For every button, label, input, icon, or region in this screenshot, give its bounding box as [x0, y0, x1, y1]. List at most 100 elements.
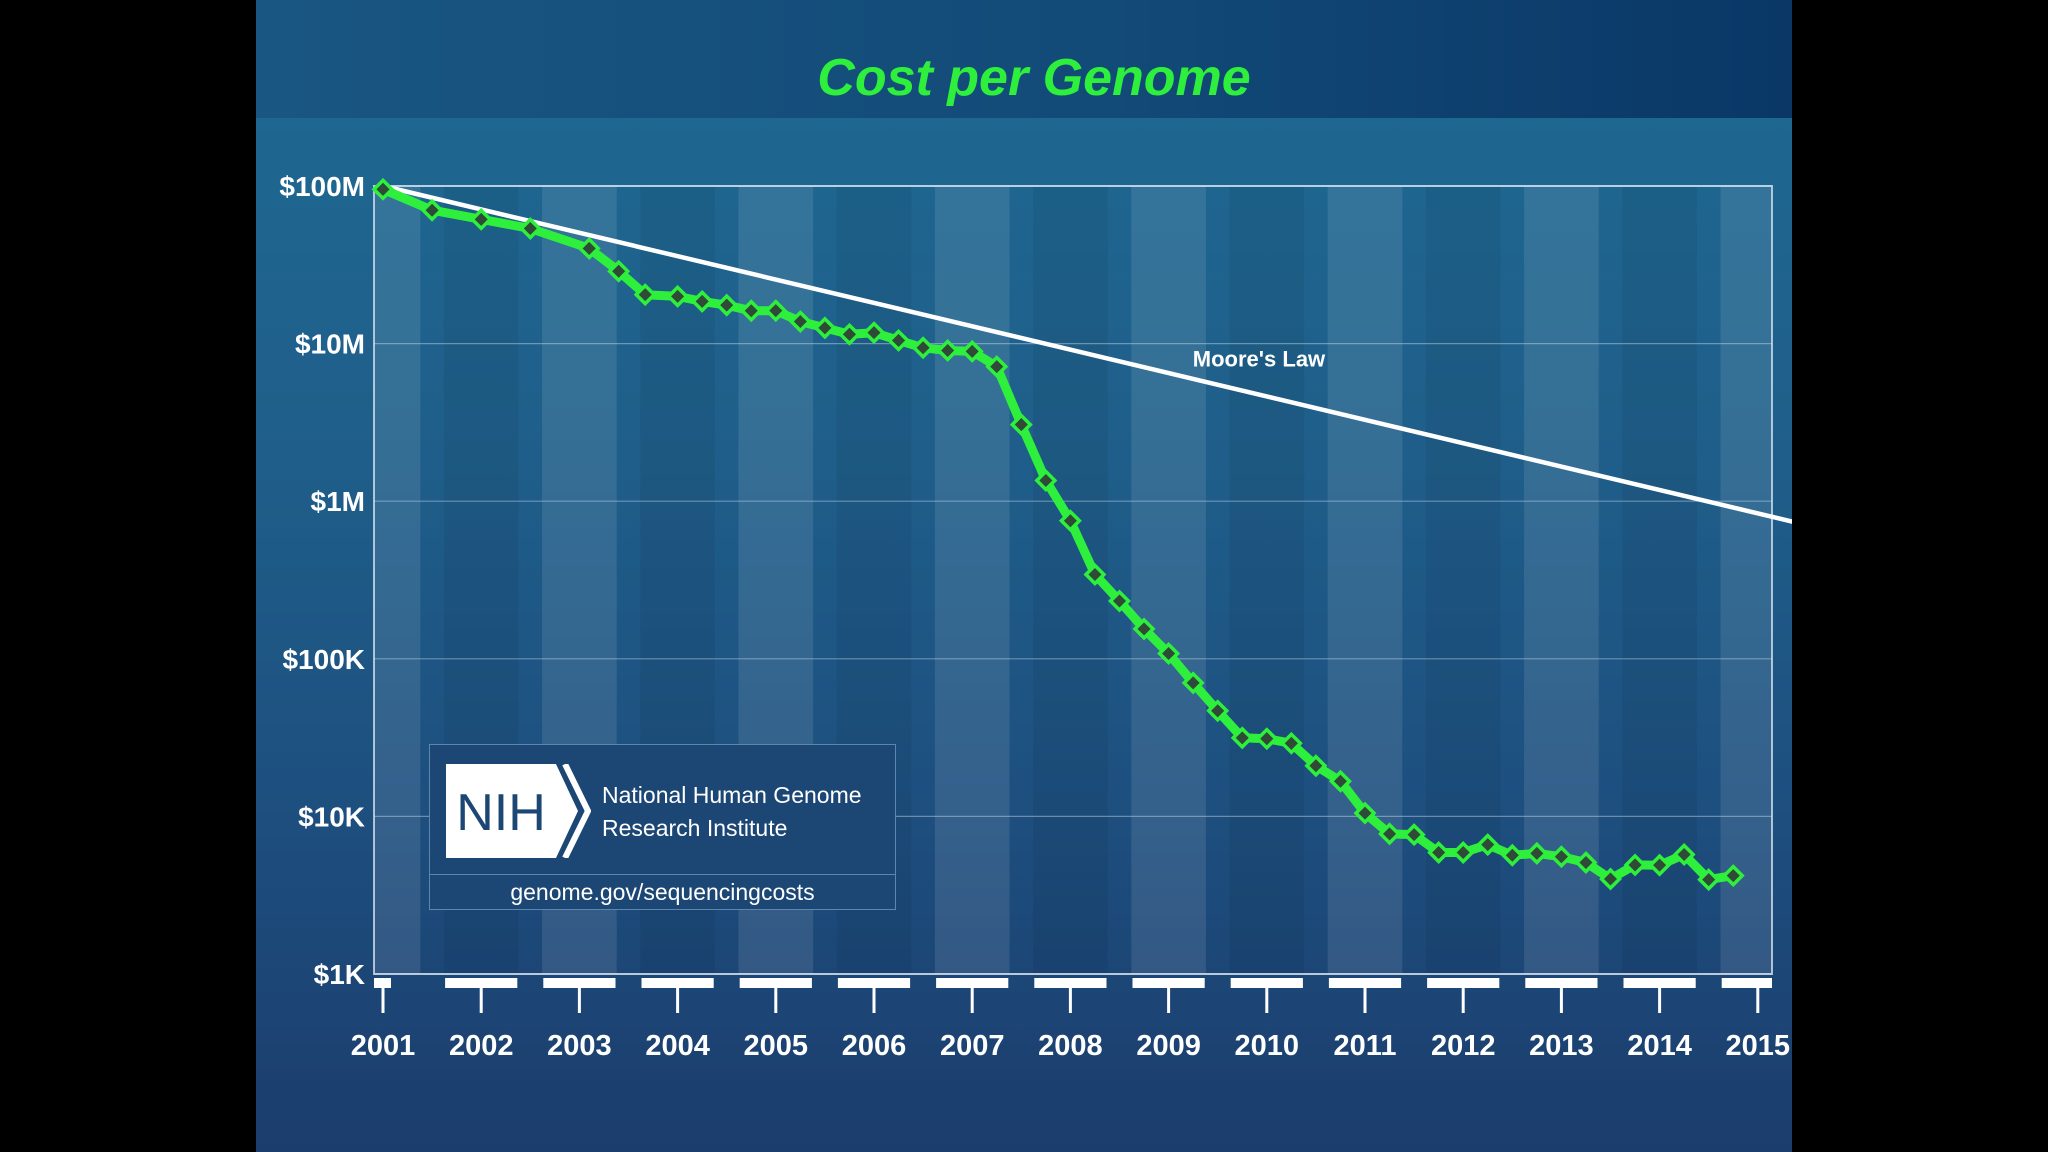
plot-band: [1327, 186, 1403, 974]
x-tick-label: 2011: [1334, 1030, 1397, 1062]
x-tick-label: 2007: [940, 1030, 1005, 1062]
cost-data-point: [1599, 867, 1622, 891]
y-tick-label: $10K: [298, 801, 365, 832]
x-axis-bar: [1328, 978, 1402, 988]
nih-logo-mark: NIH: [446, 764, 591, 858]
x-axis-bar: [1132, 978, 1205, 988]
x-axis-bar: [739, 978, 812, 988]
cost-data-point: [739, 299, 763, 323]
cost-data-point: [1623, 853, 1647, 877]
x-tick-label: 2006: [842, 1030, 907, 1062]
x-tick-label: 2014: [1627, 1030, 1692, 1062]
x-axis-bar: [1525, 978, 1598, 988]
cost-data-point: [469, 207, 493, 231]
y-tick-label: $1M: [311, 486, 365, 517]
cost-data-point: [1132, 617, 1156, 641]
cost-data-point: [1181, 671, 1205, 695]
x-tick-label: 2004: [645, 1030, 710, 1062]
x-tick-label: 2015: [1726, 1030, 1791, 1062]
x-axis-bar: [1721, 978, 1772, 988]
cost-data-point: [1402, 823, 1426, 847]
nih-logo-text: NIH: [456, 784, 546, 842]
cost-data-point: [577, 236, 601, 260]
x-axis-bar: [837, 978, 911, 988]
cost-data-point: [690, 289, 714, 313]
cost-data-point: [1206, 699, 1230, 723]
cost-data-point: [1230, 726, 1254, 750]
cost-data-point: [715, 293, 739, 317]
cost-data-point: [764, 299, 788, 323]
x-axis-bar: [1427, 978, 1500, 988]
y-tick-label: $10M: [295, 329, 365, 360]
plot-frame: [373, 185, 1773, 975]
plot-band: [1131, 186, 1206, 974]
nih-divider: [430, 874, 895, 875]
moores-law-line: [382, 183, 1792, 524]
x-axis-bar: [1623, 978, 1696, 988]
cost-data-point: [1255, 727, 1279, 751]
x-axis-bar: [1230, 978, 1303, 988]
x-axis-bar: [543, 978, 616, 988]
x-axis-bar: [374, 978, 391, 988]
cost-data-point: [1304, 754, 1328, 778]
y-tick-label: $100K: [282, 644, 365, 675]
x-axis-bar: [641, 978, 714, 988]
plot-band: [1622, 186, 1697, 974]
x-axis-bar: [936, 978, 1009, 988]
x-tick-label: 2003: [547, 1030, 612, 1062]
nih-institute-name: National Human Genome Research Institute: [602, 779, 862, 845]
x-tick-label: 2012: [1431, 1030, 1496, 1062]
x-tick-label: 2008: [1038, 1030, 1103, 1062]
cost-data-point: [1108, 589, 1131, 613]
sequencing-costs-url: genome.gov/sequencingcosts: [510, 879, 815, 905]
plot-band: [1720, 186, 1772, 974]
cost-data-point: [837, 322, 861, 346]
x-tick-label: 2001: [351, 1030, 416, 1062]
cost-data-point: [1672, 843, 1696, 866]
x-tick-label: 2013: [1529, 1030, 1594, 1062]
cost-data-point: [518, 217, 542, 240]
plot-band: [934, 186, 1010, 974]
cost-data-point: [1525, 841, 1549, 865]
cost-data-point: [936, 338, 960, 362]
cost-data-point: [666, 284, 690, 308]
cost-data-point: [607, 259, 631, 283]
x-tick-label: 2005: [744, 1030, 809, 1062]
cost-data-point: [1476, 833, 1500, 857]
cost-data-point: [911, 336, 935, 360]
chart-slide: Cost per Genome $100M $10M $1M $100K $10K $1K…: [256, 0, 1792, 1152]
cost-data-point: [813, 316, 837, 340]
x-axis-bar: [1034, 978, 1107, 988]
cost-data-point: [1648, 853, 1672, 877]
cost-data-point: [1697, 868, 1721, 892]
y-tick-label: $1K: [314, 959, 365, 990]
cost-data-point: [1721, 864, 1745, 888]
nih-name-line1: National Human Genome: [602, 782, 862, 808]
cost-data-point: [1451, 841, 1475, 864]
cost-data-point: [633, 283, 657, 307]
chart-title: Cost per Genome: [817, 49, 1251, 107]
cost-data-point: [1157, 642, 1181, 665]
cost-data-point: [1009, 413, 1033, 437]
x-tick-label: 2002: [449, 1030, 514, 1062]
plot-band: [374, 186, 421, 974]
title-band: [256, 0, 1792, 118]
cost-data-point: [371, 177, 395, 201]
cost-data-point: [887, 328, 911, 352]
cost-data-point: [420, 198, 444, 222]
nih-name-line2: Research Institute: [602, 815, 788, 841]
cost-data-point: [1574, 851, 1598, 875]
cost-data-point: [862, 321, 886, 345]
cost-data-point: [1353, 801, 1377, 825]
cost-data-point: [1083, 563, 1107, 587]
y-tick-label: $100M: [279, 171, 365, 202]
cost-data-point: [1427, 841, 1451, 864]
cost-data-point: [1328, 769, 1352, 793]
plot-band: [1229, 186, 1305, 974]
cost-data-point: [1549, 845, 1573, 869]
cost-data-point: [788, 310, 812, 334]
cost-data-point: [1500, 843, 1524, 867]
x-tick-label: 2009: [1136, 1030, 1201, 1062]
cost-data-point: [960, 339, 984, 363]
nih-logo-box: NIH National Human Genome Research Insti…: [429, 744, 896, 910]
